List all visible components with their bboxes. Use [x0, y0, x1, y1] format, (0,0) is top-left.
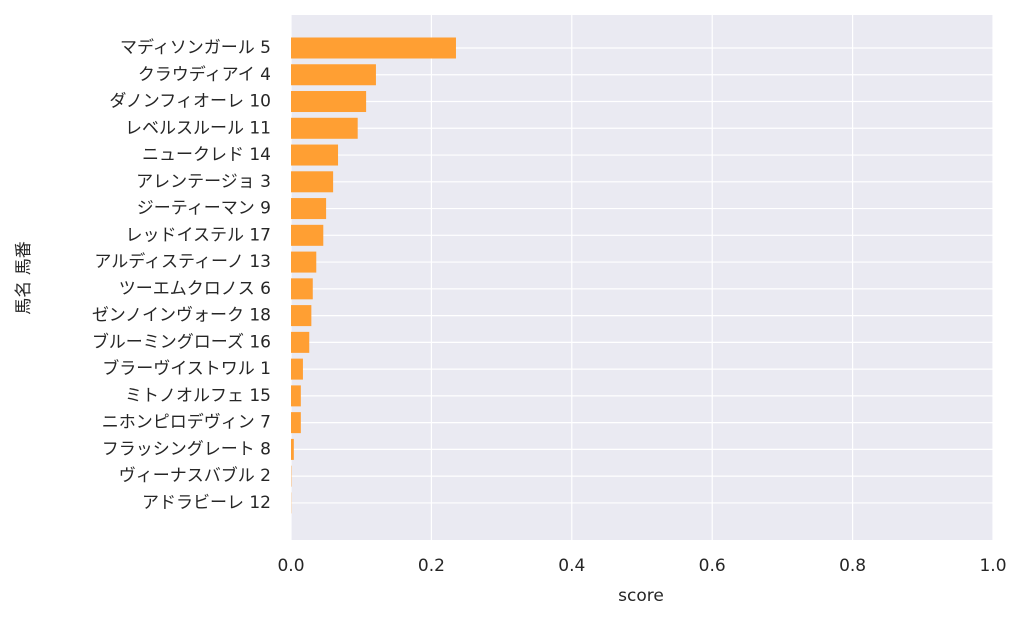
- y-axis-label: 馬名 馬番: [14, 241, 34, 314]
- x-tick-label: 1.0: [979, 556, 1006, 576]
- y-tick-label: ヴィーナスバブル 2: [119, 465, 271, 486]
- y-tick-label: アレンテージョ 3: [136, 172, 271, 192]
- y-tick-label: ジーティーマン 9: [137, 199, 271, 219]
- bar: [291, 38, 456, 59]
- bar: [291, 171, 333, 192]
- y-tick-label: アルディスティーノ 13: [94, 251, 271, 272]
- plot-background: [291, 15, 993, 540]
- y-tick-label: ダノンフィオーレ 10: [109, 92, 271, 112]
- y-tick-label: クラウディアイ 4: [138, 64, 271, 85]
- bar: [291, 91, 366, 112]
- bar: [291, 305, 311, 326]
- y-tick-label: レッドイステル 17: [125, 225, 271, 245]
- y-tick-label: マディソンガール 5: [120, 37, 271, 58]
- bar: [291, 145, 338, 166]
- x-tick-label: 0.2: [418, 556, 445, 576]
- bar: [291, 225, 323, 246]
- bar: [291, 278, 313, 299]
- y-tick-label: フラッシングレート 8: [102, 439, 271, 459]
- bar: [291, 198, 326, 219]
- bar: [291, 64, 376, 85]
- x-tick-label: 0.0: [277, 556, 304, 576]
- y-tick-label: ツーエムクロノス 6: [119, 279, 271, 299]
- y-tick-label: ニホンピロデヴィン 7: [102, 412, 271, 433]
- bar: [291, 118, 358, 139]
- y-tick-label: ニュークレド 14: [142, 145, 271, 165]
- bar: [291, 252, 316, 273]
- bar: [291, 412, 301, 433]
- x-tick-label: 0.4: [558, 556, 585, 576]
- y-tick-label: ゼンノインヴォーク 18: [92, 306, 271, 326]
- bar: [291, 385, 301, 406]
- bar: [291, 359, 303, 380]
- y-tick-label: ブルーミングローズ 16: [92, 331, 271, 352]
- bar: [291, 439, 294, 460]
- x-tick-label: 0.8: [839, 556, 866, 576]
- bar: [291, 332, 309, 353]
- x-tick-label: 0.6: [699, 556, 726, 576]
- y-tick-label: ミトノオルフェ 15: [125, 386, 271, 406]
- y-tick-label: レベルスルール 11: [125, 118, 271, 138]
- y-tick-label: アドラビーレ 12: [142, 493, 271, 513]
- x-axis-label: score: [618, 586, 664, 606]
- y-tick-label: ブラーヴイストワル 1: [102, 358, 271, 379]
